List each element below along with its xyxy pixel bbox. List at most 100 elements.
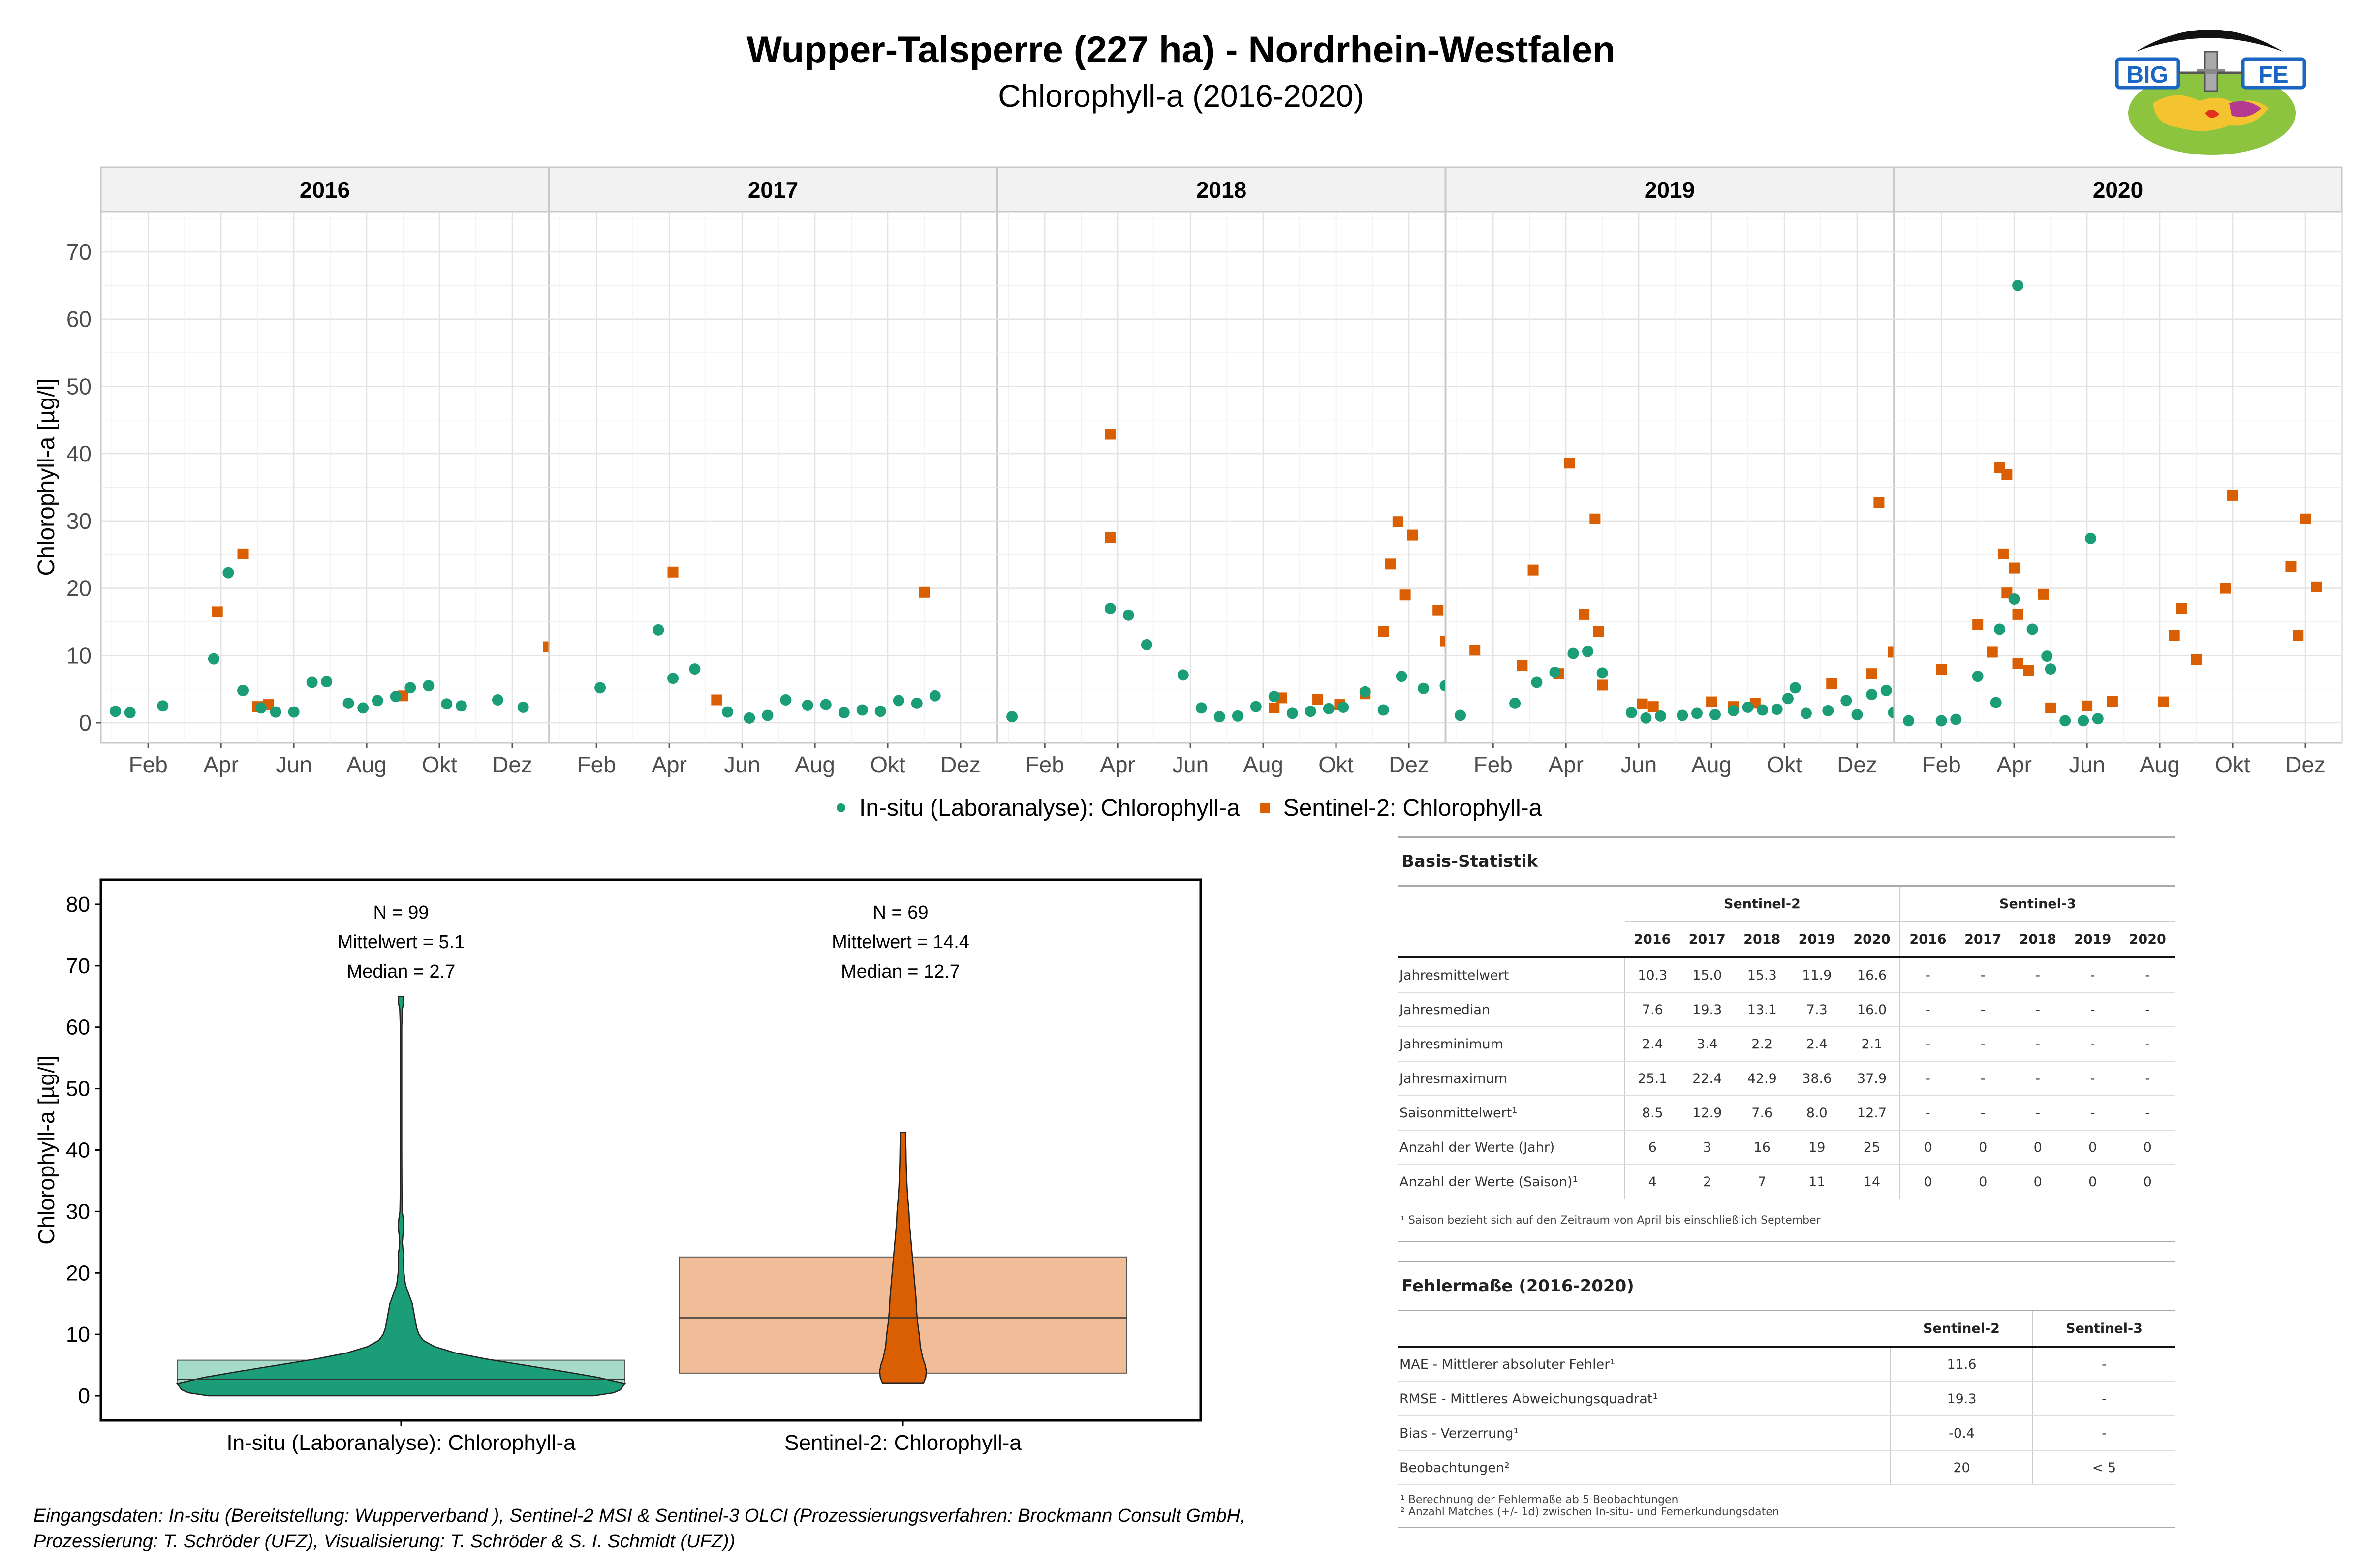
sentinel2-mean: Mittelwert = 14.4 — [832, 932, 969, 953]
stats-row-label: Jahresmittelwert — [1398, 957, 1625, 993]
legend-item-sentinel2: Sentinel-2: Chlorophyll-a — [1259, 795, 1542, 822]
stats-cell: 38.6 — [1789, 1061, 1844, 1096]
insitu-point — [689, 663, 701, 675]
sentinel2-point — [2082, 700, 2093, 711]
stats-row: Jahresmaximum 25.1 22.4 42.9 38.6 37.9- - - - - — [1398, 1061, 2175, 1096]
stats-cell: 12.9 — [1679, 1096, 1735, 1131]
insitu-point — [929, 690, 941, 702]
year-header: 2018 — [1735, 922, 1790, 958]
stats-cell: 0 — [2010, 1130, 2065, 1165]
error-row-label: RMSE - Mittleres Abweichungsquadrat¹ — [1398, 1382, 1891, 1416]
insitu-point — [1141, 639, 1152, 650]
facet-x-tick-label: Apr — [1548, 752, 1584, 777]
insitu-point — [1323, 703, 1335, 714]
sentinel2-median: Median = 12.7 — [841, 961, 960, 982]
facet-x-tick-label: Apr — [652, 752, 687, 777]
stats-cell: - — [2120, 1061, 2175, 1096]
error-cell: - — [2033, 1347, 2175, 1382]
stats-cell: 2.2 — [1735, 1027, 1790, 1062]
fehlermasse-caption: Fehlermaße (2016-2020) — [1398, 1261, 2175, 1311]
sentinel2-point — [1647, 701, 1659, 712]
stats-cell: - — [1899, 992, 1956, 1027]
facet-strip-label: 2017 — [748, 177, 798, 203]
basis-statistik-table: Basis-Statistik Sentinel-2 Sentinel-3 20… — [1398, 836, 2175, 1242]
timeseries-y-tick-label: 0 — [79, 710, 92, 736]
footer-line-2: Prozessierung: T. Schröder (UFZ), Visual… — [33, 1531, 736, 1552]
insitu-point — [1742, 702, 1754, 713]
insitu-point — [1771, 704, 1783, 715]
insitu-point — [321, 676, 333, 688]
insitu-point — [1866, 689, 1878, 701]
stats-cell: - — [2120, 1096, 2175, 1131]
stats-row: Jahresmedian 7.6 19.3 13.1 7.3 16.0- - - - - — [1398, 992, 2175, 1027]
facet-x-tick-label: Feb — [1026, 752, 1064, 777]
facet-x-tick-label: Okt — [870, 752, 905, 777]
insitu-point — [780, 694, 792, 706]
insitu-point — [1903, 715, 1915, 727]
error-col-sentinel3: Sentinel-3 — [2033, 1310, 2175, 1348]
basis-statistik-footnote: ¹ Saison bezieht sich auf den Zeitraum v… — [1398, 1199, 2175, 1242]
facet-panel — [1445, 211, 1895, 744]
insitu-point — [423, 680, 435, 692]
insitu-point — [762, 709, 774, 721]
year-header: 2017 — [1955, 922, 2011, 958]
legend-label-sentinel2: Sentinel-2: Chlorophyll-a — [1283, 795, 1542, 821]
stats-cell: 22.4 — [1679, 1061, 1735, 1096]
stats-cell: 2.1 — [1844, 1027, 1900, 1062]
error-cell: - — [2033, 1382, 2175, 1416]
sentinel2-point — [2191, 654, 2202, 665]
sentinel2-point — [1407, 529, 1418, 541]
facet-panel — [100, 211, 550, 744]
sentinel2-point — [2158, 696, 2169, 707]
sentinel2-point — [2012, 658, 2023, 669]
fehlermasse-table: Fehlermaße (2016-2020) Sentinel-2 Sentin… — [1398, 1261, 2175, 1528]
insitu-point — [1268, 691, 1280, 703]
facet-x-tick-label: Jun — [2069, 752, 2105, 777]
facet-x-tick-label: Jun — [724, 752, 760, 777]
insitu-point — [1006, 711, 1018, 723]
insitu-point — [838, 707, 850, 718]
fehlermasse-footnote-1: ¹ Berechnung der Fehlermaße ab 5 Beobach… — [1400, 1494, 1678, 1506]
stats-cell: - — [1955, 957, 2011, 993]
insitu-point — [124, 707, 136, 718]
sentinel2-point — [2023, 665, 2034, 676]
facet-strip — [100, 166, 550, 213]
insitu-mean: Mittelwert = 5.1 — [337, 932, 465, 953]
sentinel2-point — [212, 606, 223, 617]
insitu-point — [1851, 709, 1863, 721]
insitu-point — [288, 706, 300, 718]
stats-row: Jahresminimum 2.4 3.4 2.2 2.4 2.1- - - - - — [1398, 1027, 2175, 1062]
insitu-point — [1104, 603, 1116, 615]
sentinel2-point — [1826, 678, 1837, 689]
sentinel2-point — [1637, 698, 1648, 709]
violin-y-tick-label: 80 — [66, 892, 90, 917]
timeseries-y-tick-label: 50 — [66, 373, 92, 399]
stats-cell: 42.9 — [1735, 1061, 1790, 1096]
facet-x-tick-label: Apr — [1996, 752, 2032, 777]
sentinel2-point — [1597, 679, 1608, 691]
insitu-point — [1195, 702, 1207, 714]
year-header: 2017 — [1679, 922, 1735, 958]
facet-strip-label: 2018 — [1196, 177, 1246, 203]
insitu-point — [1232, 710, 1243, 722]
stats-row: Jahresmittelwert 10.3 15.0 15.3 11.9 16.6- - - -… — [1398, 957, 2175, 993]
insitu-n: N = 99 — [373, 902, 429, 923]
facet-x-tick-label: Jun — [1172, 752, 1209, 777]
insitu-point — [208, 653, 219, 665]
insitu-point — [517, 702, 529, 713]
insitu-point — [874, 706, 886, 717]
sentinel2-point — [1589, 513, 1601, 524]
stats-cell: 7.3 — [1789, 992, 1844, 1027]
sentinel2-point — [1392, 516, 1403, 527]
insitu-point — [2085, 532, 2097, 544]
insitu-point — [2012, 279, 2024, 291]
insitu-point — [1286, 707, 1298, 719]
year-header: 2019 — [1789, 922, 1844, 958]
violin-y-tick-label: 20 — [66, 1261, 90, 1285]
stats-cell: - — [2065, 1061, 2120, 1096]
big-fe-logo: BIG FE — [2115, 30, 2306, 155]
basis-statistik-caption: Basis-Statistik — [1398, 836, 2175, 887]
insitu-point — [802, 699, 813, 711]
timeseries-y-tick-label: 20 — [66, 576, 92, 601]
